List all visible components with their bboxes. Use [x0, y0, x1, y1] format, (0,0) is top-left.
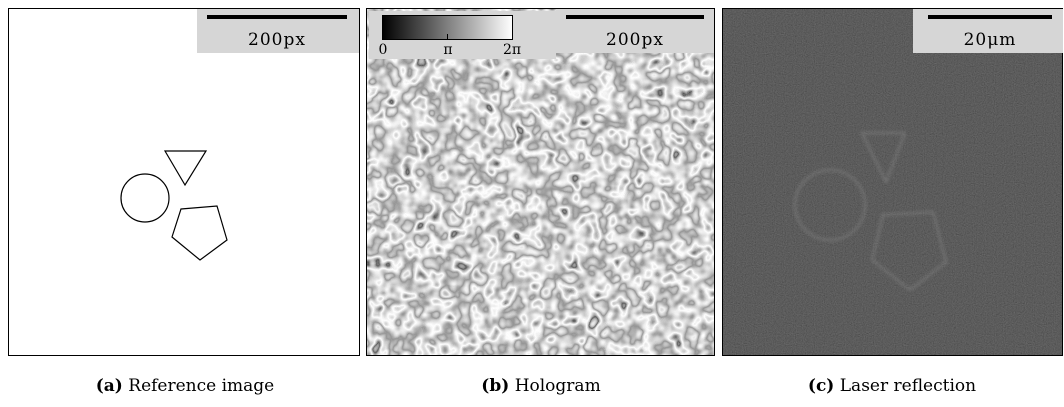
- caption-label: (a): [96, 376, 123, 396]
- caption-label: (c): [808, 376, 834, 396]
- panel-b: 0 π 2π 200px: [366, 8, 715, 356]
- caption: (b) Hologram: [481, 376, 600, 396]
- figure: 200px 0 π 2π 200px 20μm (a) Reference im…: [0, 0, 1064, 403]
- caption-text: Hologram: [515, 376, 601, 396]
- panel-c: 20μm: [722, 8, 1063, 356]
- scale-bar-label: 20μm: [964, 30, 1017, 50]
- caption-label: (b): [481, 376, 509, 396]
- caption: (c) Laser reflection: [808, 376, 976, 396]
- colorbar-label: π: [443, 42, 452, 58]
- caption-text: Laser reflection: [840, 376, 976, 396]
- hologram-image: [366, 8, 715, 356]
- colorbar-label: 0: [379, 42, 388, 58]
- scale-bar-label: 200px: [606, 30, 664, 50]
- scale-bar-label: 200px: [248, 30, 306, 50]
- frame: [9, 9, 360, 356]
- caption: (a) Reference image: [96, 376, 275, 396]
- laser-image: [722, 8, 1063, 356]
- panel-a: 200px: [9, 9, 360, 356]
- scale-bar: [928, 15, 1052, 19]
- colorbar-label: 2π: [503, 42, 521, 58]
- scale-bar: [566, 15, 704, 19]
- scale-bar: [207, 15, 347, 19]
- caption-text: Reference image: [128, 376, 274, 396]
